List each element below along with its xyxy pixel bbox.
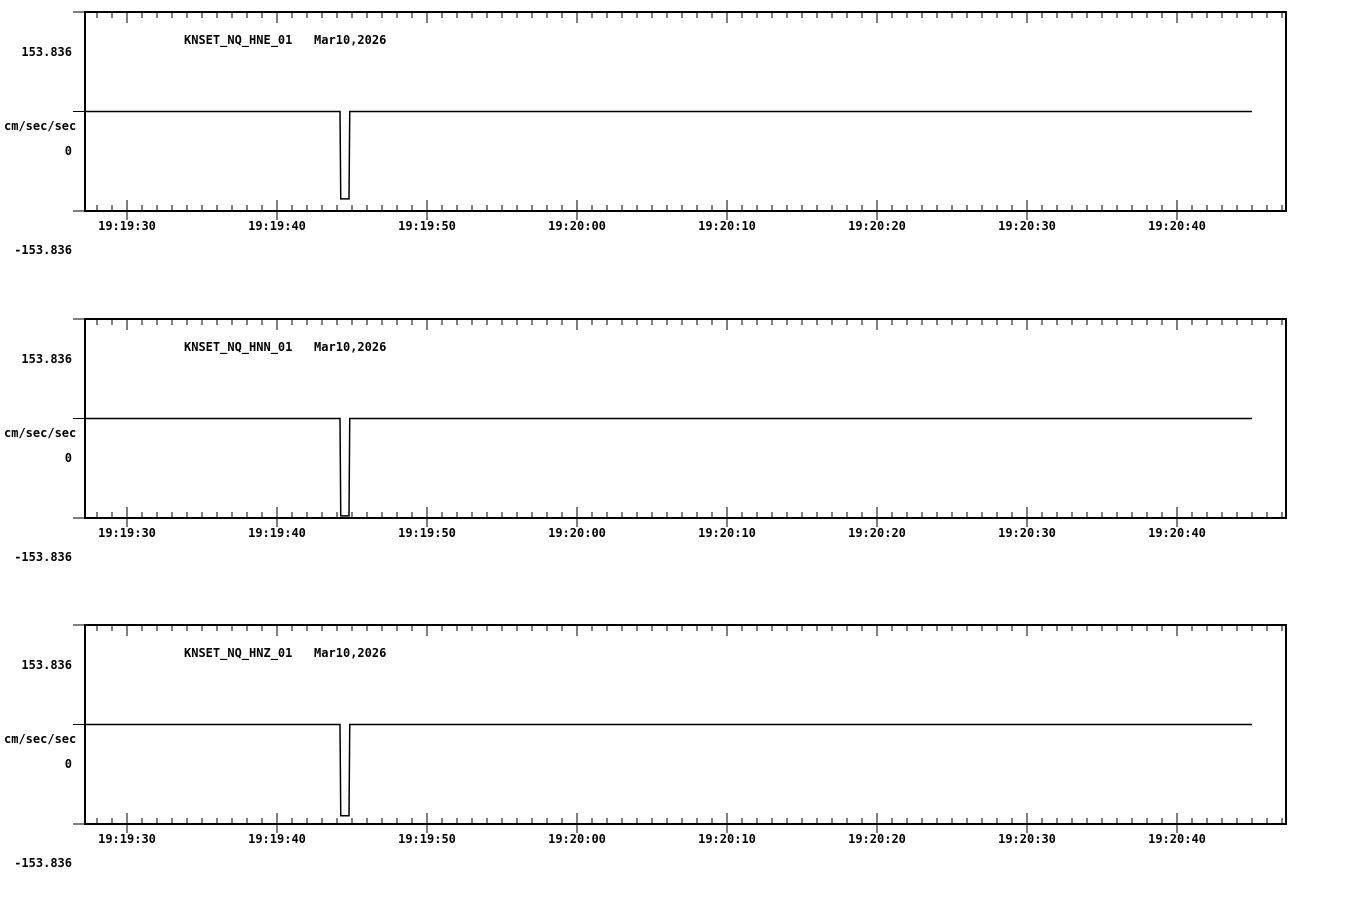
x-tick-label: 19:19:50 [398,219,456,233]
waveform-panel-hnn: KNSET_NQ_HNN_01 Mar10,2026 cm/sec/sec 15… [0,307,1358,607]
waveform-panel-hne: KNSET_NQ_HNE_01 Mar10,2026 cm/sec/sec 15… [0,0,1358,300]
waveform-plot-hnz [73,624,1287,833]
x-tick-label: 19:19:40 [248,219,306,233]
y-tick-zero-hne: 0 [64,144,72,158]
y-axis-unit-label-hne: cm/sec/sec [4,119,77,133]
x-tick-label: 19:19:30 [98,526,156,540]
x-tick-label: 19:20:30 [998,526,1056,540]
x-tick-label: 19:19:50 [398,526,456,540]
x-tick-label: 19:20:10 [698,526,756,540]
waveform-trace [85,723,1252,817]
x-tick-label: 19:20:30 [998,219,1056,233]
x-tick-label: 19:19:50 [398,832,456,846]
y-tick-max-hnn: 153.836 [21,352,72,366]
y-tick-max-hnz: 153.836 [21,658,72,672]
panel-title-hnn: KNSET_NQ_HNN_01 Mar10,2026 [184,340,387,354]
x-tick-label: 19:19:30 [98,219,156,233]
x-tick-label: 19:20:00 [548,832,606,846]
x-tick-label: 19:20:20 [848,832,906,846]
y-tick-max-hne: 153.836 [21,45,72,59]
waveform-panel-hnz: KNSET_NQ_HNZ_01 Mar10,2026 cm/sec/sec 15… [0,613,1358,913]
y-axis-unit-label-hnz: cm/sec/sec [4,732,77,746]
waveform-trace [85,417,1252,517]
waveform-trace [85,110,1252,200]
panel-title-hne: KNSET_NQ_HNE_01 Mar10,2026 [184,33,387,47]
x-tick-label: 19:20:30 [998,832,1056,846]
x-tick-label: 19:20:10 [698,832,756,846]
y-tick-min-hnz: -153.836 [14,856,72,870]
panel-title-hnz: KNSET_NQ_HNZ_01 Mar10,2026 [184,646,387,660]
x-tick-label: 19:19:40 [248,526,306,540]
x-tick-label: 19:20:40 [1148,219,1206,233]
x-tick-label: 19:20:10 [698,219,756,233]
x-tick-label: 19:20:00 [548,526,606,540]
y-tick-zero-hnn: 0 [64,451,72,465]
y-tick-min-hne: -153.836 [14,243,72,257]
waveform-plot-hnn [73,318,1287,527]
x-tick-label: 19:19:40 [248,832,306,846]
y-tick-zero-hnz: 0 [64,757,72,771]
y-tick-min-hnn: -153.836 [14,550,72,564]
y-axis-unit-label-hnn: cm/sec/sec [4,426,77,440]
x-tick-label: 19:20:20 [848,219,906,233]
x-tick-label: 19:19:30 [98,832,156,846]
x-tick-label: 19:20:20 [848,526,906,540]
x-tick-label: 19:20:40 [1148,526,1206,540]
x-tick-label: 19:20:40 [1148,832,1206,846]
waveform-plot-hne [73,11,1287,220]
x-tick-label: 19:20:00 [548,219,606,233]
